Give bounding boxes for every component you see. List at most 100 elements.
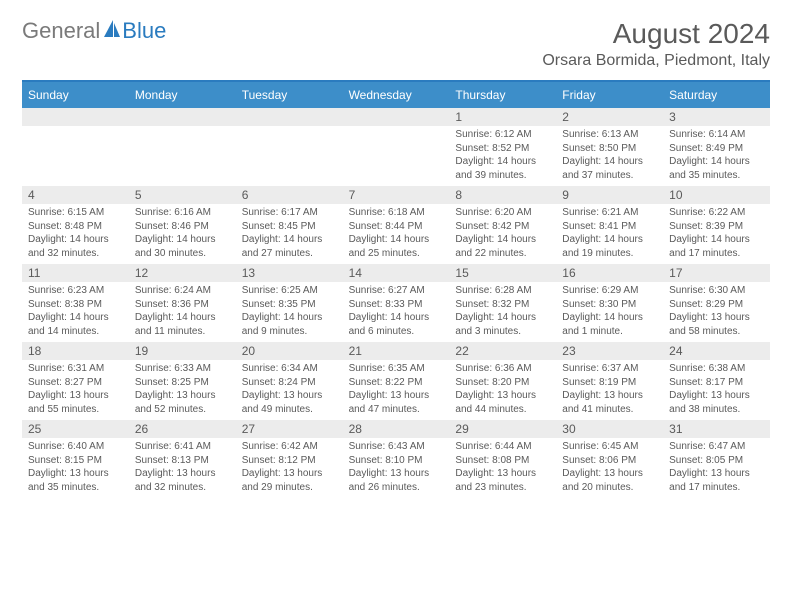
day-number: 2 [556,108,663,126]
day-line: Sunset: 8:24 PM [242,376,337,390]
day-line: Sunset: 8:52 PM [455,142,550,156]
day-number [129,108,236,126]
day-cell [343,126,450,186]
day-cell: Sunrise: 6:30 AMSunset: 8:29 PMDaylight:… [663,282,770,342]
weekday-header: Wednesday [343,82,450,108]
day-number: 15 [449,264,556,282]
day-number: 30 [556,420,663,438]
day-line: Sunrise: 6:33 AM [135,362,230,376]
day-number: 28 [343,420,450,438]
day-line: Sunset: 8:38 PM [28,298,123,312]
day-line: Sunrise: 6:38 AM [669,362,764,376]
day-line: Sunrise: 6:18 AM [349,206,444,220]
day-cell [236,126,343,186]
day-line: Daylight: 14 hours and 1 minute. [562,311,657,338]
day-line: Sunrise: 6:27 AM [349,284,444,298]
logo-text-general: General [22,18,100,44]
day-line: Daylight: 14 hours and 9 minutes. [242,311,337,338]
day-cell: Sunrise: 6:33 AMSunset: 8:25 PMDaylight:… [129,360,236,420]
month-title: August 2024 [542,18,770,50]
day-cell: Sunrise: 6:38 AMSunset: 8:17 PMDaylight:… [663,360,770,420]
day-line: Sunrise: 6:37 AM [562,362,657,376]
logo-text-blue: Blue [122,18,166,44]
header: General Blue August 2024 Orsara Bormida,… [22,18,770,70]
day-cell: Sunrise: 6:35 AMSunset: 8:22 PMDaylight:… [343,360,450,420]
day-cell: Sunrise: 6:37 AMSunset: 8:19 PMDaylight:… [556,360,663,420]
day-line: Sunrise: 6:42 AM [242,440,337,454]
title-block: August 2024 Orsara Bormida, Piedmont, It… [542,18,770,70]
day-line: Sunrise: 6:47 AM [669,440,764,454]
day-number: 27 [236,420,343,438]
day-number [343,108,450,126]
day-line: Sunrise: 6:20 AM [455,206,550,220]
day-line: Daylight: 14 hours and 39 minutes. [455,155,550,182]
day-cell: Sunrise: 6:21 AMSunset: 8:41 PMDaylight:… [556,204,663,264]
day-line: Daylight: 13 hours and 49 minutes. [242,389,337,416]
day-line: Sunrise: 6:14 AM [669,128,764,142]
day-cell: Sunrise: 6:36 AMSunset: 8:20 PMDaylight:… [449,360,556,420]
day-number: 3 [663,108,770,126]
day-number: 17 [663,264,770,282]
day-line: Daylight: 13 hours and 47 minutes. [349,389,444,416]
day-cell: Sunrise: 6:34 AMSunset: 8:24 PMDaylight:… [236,360,343,420]
day-line: Sunrise: 6:17 AM [242,206,337,220]
day-line: Daylight: 14 hours and 19 minutes. [562,233,657,260]
day-line: Sunset: 8:46 PM [135,220,230,234]
day-number: 1 [449,108,556,126]
week-row: 45678910Sunrise: 6:15 AMSunset: 8:48 PMD… [22,186,770,264]
day-line: Daylight: 14 hours and 30 minutes. [135,233,230,260]
day-cell: Sunrise: 6:16 AMSunset: 8:46 PMDaylight:… [129,204,236,264]
day-line: Sunrise: 6:16 AM [135,206,230,220]
day-cell: Sunrise: 6:29 AMSunset: 8:30 PMDaylight:… [556,282,663,342]
day-line: Sunrise: 6:29 AM [562,284,657,298]
day-line: Sunset: 8:10 PM [349,454,444,468]
day-number: 13 [236,264,343,282]
day-number: 7 [343,186,450,204]
day-number: 5 [129,186,236,204]
day-number: 16 [556,264,663,282]
day-line: Sunrise: 6:21 AM [562,206,657,220]
day-cell: Sunrise: 6:44 AMSunset: 8:08 PMDaylight:… [449,438,556,498]
day-cell: Sunrise: 6:20 AMSunset: 8:42 PMDaylight:… [449,204,556,264]
weekday-header: Sunday [22,82,129,108]
day-line: Sunrise: 6:34 AM [242,362,337,376]
day-line: Daylight: 13 hours and 32 minutes. [135,467,230,494]
day-cell: Sunrise: 6:17 AMSunset: 8:45 PMDaylight:… [236,204,343,264]
day-cell: Sunrise: 6:43 AMSunset: 8:10 PMDaylight:… [343,438,450,498]
day-line: Sunrise: 6:31 AM [28,362,123,376]
day-number: 31 [663,420,770,438]
day-cell: Sunrise: 6:31 AMSunset: 8:27 PMDaylight:… [22,360,129,420]
day-line: Sunrise: 6:35 AM [349,362,444,376]
day-cell: Sunrise: 6:40 AMSunset: 8:15 PMDaylight:… [22,438,129,498]
weekday-header: Thursday [449,82,556,108]
day-number: 26 [129,420,236,438]
day-line: Sunset: 8:06 PM [562,454,657,468]
day-cell: Sunrise: 6:27 AMSunset: 8:33 PMDaylight:… [343,282,450,342]
location-label: Orsara Bormida, Piedmont, Italy [542,52,770,70]
day-line: Sunrise: 6:23 AM [28,284,123,298]
day-number: 29 [449,420,556,438]
day-line: Sunset: 8:29 PM [669,298,764,312]
day-line: Daylight: 13 hours and 38 minutes. [669,389,764,416]
day-line: Sunset: 8:20 PM [455,376,550,390]
day-number: 24 [663,342,770,360]
day-number: 21 [343,342,450,360]
day-cell: Sunrise: 6:47 AMSunset: 8:05 PMDaylight:… [663,438,770,498]
day-line: Sunset: 8:42 PM [455,220,550,234]
day-cell: Sunrise: 6:23 AMSunset: 8:38 PMDaylight:… [22,282,129,342]
day-line: Sunset: 8:12 PM [242,454,337,468]
day-number: 9 [556,186,663,204]
day-line: Sunset: 8:45 PM [242,220,337,234]
day-line: Sunset: 8:17 PM [669,376,764,390]
day-line: Sunset: 8:35 PM [242,298,337,312]
day-line: Daylight: 13 hours and 35 minutes. [28,467,123,494]
day-line: Daylight: 13 hours and 58 minutes. [669,311,764,338]
day-line: Sunrise: 6:28 AM [455,284,550,298]
day-cell: Sunrise: 6:45 AMSunset: 8:06 PMDaylight:… [556,438,663,498]
day-number [22,108,129,126]
day-line: Sunset: 8:30 PM [562,298,657,312]
day-line: Daylight: 13 hours and 52 minutes. [135,389,230,416]
logo: General Blue [22,18,166,44]
day-line: Daylight: 14 hours and 22 minutes. [455,233,550,260]
day-number: 4 [22,186,129,204]
